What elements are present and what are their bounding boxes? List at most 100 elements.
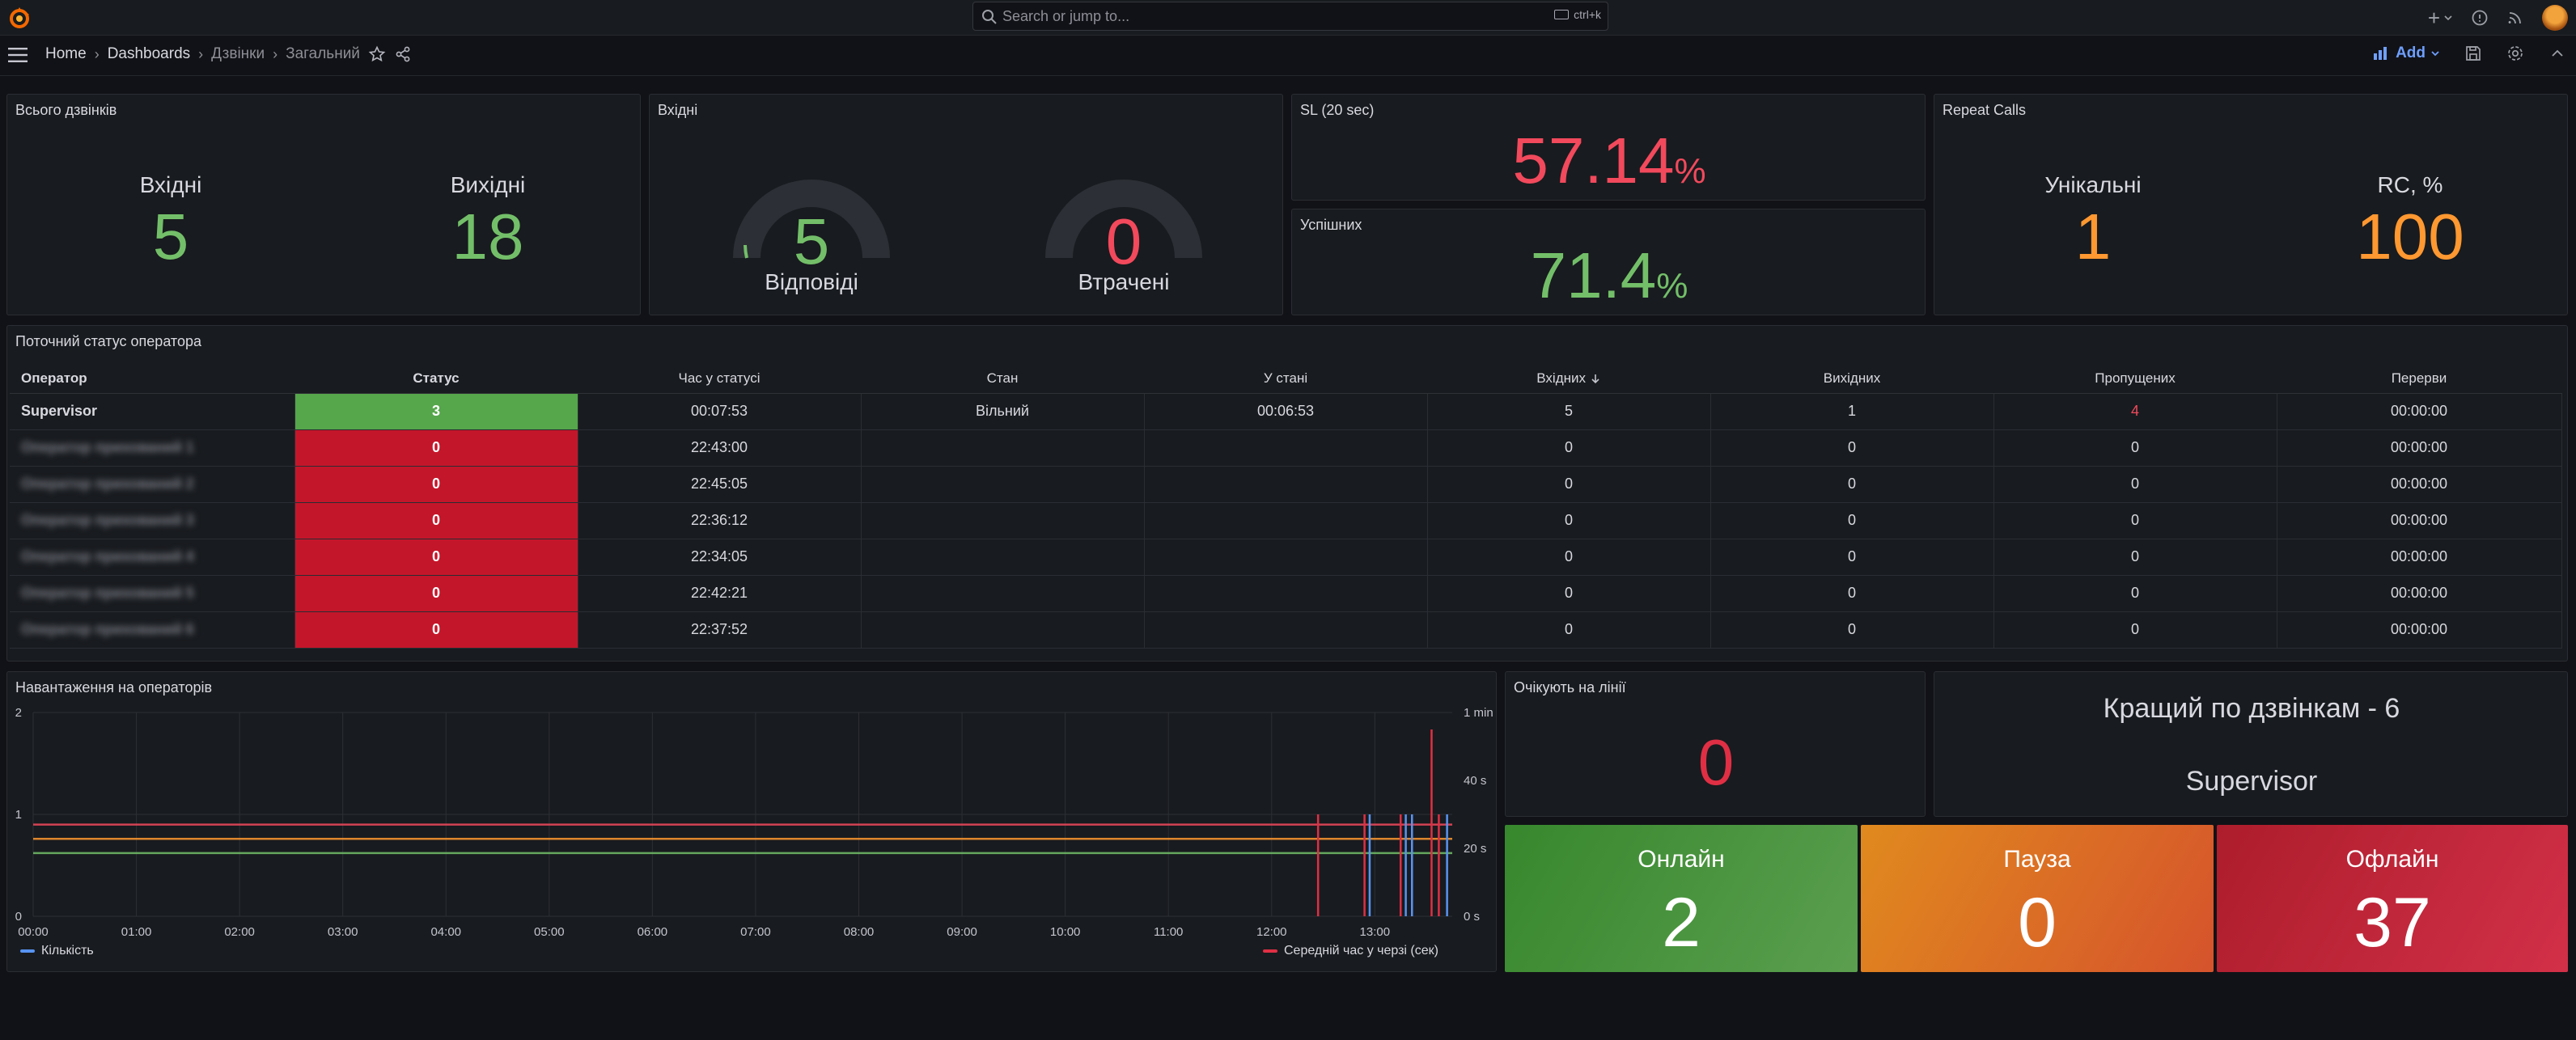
panel-title: Навантаження на операторів — [15, 679, 213, 695]
table-row: Supervisor 3 00:07:53 Вільний 00:06:53 5… — [10, 393, 2562, 430]
legend-item-count[interactable]: Кількість — [20, 944, 94, 958]
answered-value: 5 — [793, 205, 830, 277]
cell-breaks: 00:00:00 — [2277, 393, 2562, 430]
waiting-value: 0 — [1697, 726, 1735, 798]
panel-title: Всього дзвінків — [15, 102, 117, 118]
cell-state — [861, 539, 1145, 576]
cell-incoming: 5 — [1427, 393, 1711, 430]
cell-incoming: 0 — [1427, 466, 1711, 503]
cell-in-state: 00:06:53 — [1144, 393, 1428, 430]
column-header-incoming[interactable]: Вхідних — [1427, 364, 1710, 394]
column-header-missed[interactable]: Пропущених — [1993, 364, 2277, 394]
column-header-operator[interactable]: Оператор — [10, 364, 294, 394]
cell-status: 0 — [294, 429, 578, 467]
table-row: Оператор прихований 1 0 22:43:00 0 0 0 0… — [10, 429, 2562, 467]
y-right-tick-label: 20 s — [1464, 842, 1486, 856]
cell-incoming: 0 — [1427, 539, 1711, 576]
star-icon[interactable] — [368, 45, 386, 63]
top-bar: Search or jump to... ctrl+k + — [0, 0, 2576, 36]
breadcrumb-separator-icon: › — [273, 45, 278, 62]
best-value: Supervisor — [2185, 766, 2318, 797]
cell-in-state — [1144, 539, 1428, 576]
y-right-tick-label: 40 s — [1464, 774, 1486, 788]
x-tick-label: 13:00 — [1360, 925, 1391, 939]
operator-load-chart: 00:00 01:00 02:00 03:00 04:00 05:00 06:00 07:00… — [15, 706, 1493, 939]
panel-title: Repeat Calls — [1943, 102, 2027, 118]
y-right-tick-label: 1 min — [1464, 706, 1493, 720]
dashboard-nav-bar: Home › Dashboards › Дзвінки › Загальний … — [0, 36, 2576, 76]
help-icon[interactable] — [2471, 9, 2489, 27]
cell-status-time: 22:34:05 — [578, 539, 862, 576]
cell-incoming: 0 — [1427, 502, 1711, 539]
column-header-in-state[interactable]: У стані — [1144, 364, 1427, 394]
table-row: Оператор прихований 2 0 22:45:05 0 0 0 0… — [10, 466, 2562, 503]
sl-value-wrap: 57.14% — [1292, 129, 1925, 193]
column-header-status-time[interactable]: Час у статусі — [578, 364, 861, 394]
user-avatar[interactable] — [2542, 5, 2568, 31]
cell-breaks: 00:00:00 — [2277, 611, 2562, 649]
offline-label: Офлайн — [2345, 846, 2439, 873]
cell-outgoing: 0 — [1710, 429, 1994, 467]
grafana-logo-icon[interactable] — [6, 5, 32, 31]
pause-label: Пауза — [2003, 846, 2071, 873]
shortcut-label: ctrl+k — [1574, 8, 1601, 21]
success-panel: Успішних 71.4% — [1291, 209, 1926, 315]
y-left-tick-label: 2 — [15, 706, 22, 720]
top-bar-actions: + — [2428, 5, 2568, 31]
chevron-down-icon — [2444, 15, 2452, 21]
cell-status: 0 — [294, 539, 578, 576]
cell-status-time: 00:07:53 — [578, 393, 862, 430]
cell-operator: Оператор прихований 4 — [10, 539, 295, 576]
table-header-row: Оператор Статус Час у статусі Стан У ста… — [10, 364, 2561, 394]
x-tick-label: 07:00 — [740, 925, 771, 939]
breadcrumb-dashboards[interactable]: Dashboards — [107, 45, 191, 62]
collapse-chevron-up-icon[interactable] — [2548, 44, 2566, 62]
new-menu-button[interactable]: + — [2428, 6, 2453, 31]
waiting-panel: Очікують на лінії 0 — [1505, 671, 1926, 817]
search-input[interactable]: Search or jump to... ctrl+k — [972, 2, 1608, 31]
cell-operator: Supervisor — [10, 393, 295, 430]
cell-breaks: 00:00:00 — [2277, 539, 2562, 576]
save-icon[interactable] — [2464, 44, 2482, 62]
unique-value: 1 — [2074, 201, 2112, 273]
panel-title: Вхідні — [658, 102, 698, 118]
table-row: Оператор прихований 6 0 22:37:52 0 0 0 0… — [10, 611, 2562, 649]
share-icon[interactable] — [394, 45, 412, 63]
column-header-status[interactable]: Статус — [294, 364, 578, 394]
add-button[interactable]: Add — [2373, 44, 2440, 62]
column-header-state[interactable]: Стан — [861, 364, 1144, 394]
breadcrumb-home[interactable]: Home — [45, 45, 87, 62]
add-button-label: Add — [2396, 44, 2426, 61]
legend-item-avg-queue-time[interactable]: Середній час у черзі (сек) — [1263, 944, 1438, 958]
search-icon — [982, 10, 997, 24]
chevron-down-icon — [2431, 51, 2439, 57]
breadcrumb-folder[interactable]: Дзвінки — [211, 45, 265, 62]
news-feed-icon[interactable] — [2506, 9, 2524, 27]
legend-label: Середній час у черзі (сек) — [1284, 944, 1438, 958]
column-header-outgoing[interactable]: Вихідних — [1710, 364, 1993, 394]
y-left-tick-label: 0 — [15, 910, 22, 924]
menu-icon[interactable] — [8, 46, 29, 64]
outgoing-label: Вихідні — [450, 172, 526, 197]
breadcrumb: Home › Dashboards › Дзвінки › Загальний — [45, 45, 412, 63]
cell-breaks: 00:00:00 — [2277, 466, 2562, 503]
cell-outgoing: 0 — [1710, 611, 1994, 649]
legend-swatch — [1263, 949, 1277, 953]
x-tick-label: 00:00 — [18, 925, 49, 939]
cell-outgoing: 0 — [1710, 539, 1994, 576]
cell-missed: 0 — [1993, 575, 2277, 612]
panel-title: Успішних — [1300, 217, 1362, 233]
rc-label: RC, % — [2377, 172, 2443, 197]
cell-operator: Оператор прихований 1 — [10, 429, 295, 467]
lost-gauge — [1045, 180, 1202, 259]
cell-status: 3 — [294, 393, 578, 430]
x-tick-label: 09:00 — [947, 925, 977, 939]
operator-load-panel: Навантаження на операторів 00:00 01:00 02:… — [6, 671, 1497, 972]
settings-gear-icon[interactable] — [2506, 44, 2524, 62]
best-operator-panel: Кращий по дзвінкам - 6 Supervisor — [1934, 671, 2568, 817]
cell-breaks: 00:00:00 — [2277, 502, 2562, 539]
x-tick-label: 03:00 — [328, 925, 358, 939]
sl-panel: SL (20 sec) 57.14% — [1291, 94, 1926, 201]
column-header-breaks[interactable]: Перерви — [2277, 364, 2561, 394]
cell-in-state — [1144, 611, 1428, 649]
